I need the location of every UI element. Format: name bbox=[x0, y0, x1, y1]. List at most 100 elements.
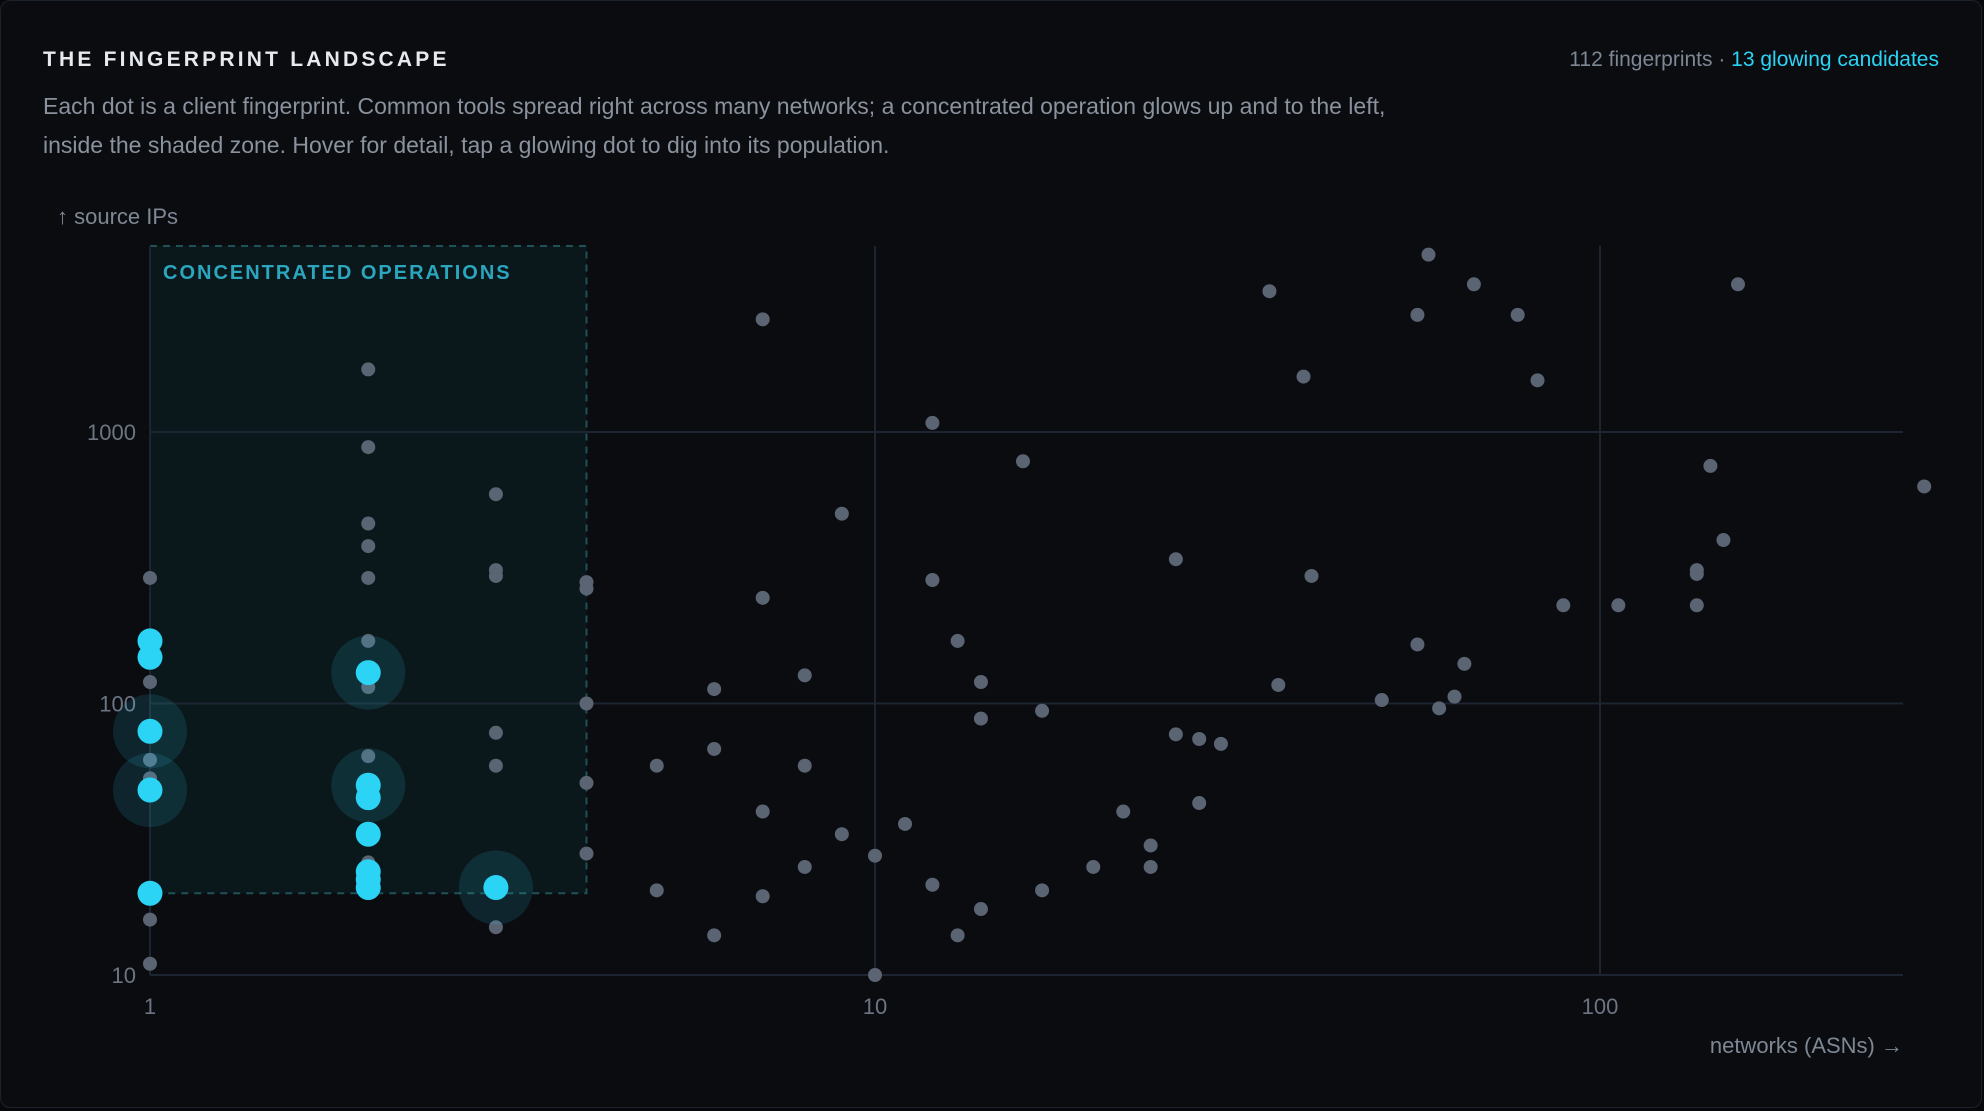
fingerprint-dot bbox=[1410, 637, 1425, 652]
fingerprint-dot bbox=[797, 758, 812, 773]
fingerprint-dot bbox=[649, 758, 664, 773]
fingerprint-dot bbox=[1730, 277, 1745, 292]
fingerprint-dot bbox=[1086, 859, 1101, 874]
chart-counts: 112 fingerprints · 13 glowing candidates bbox=[1569, 48, 1939, 72]
glowing-candidate-dot bbox=[355, 660, 381, 686]
grid-layer bbox=[149, 246, 1903, 976]
fingerprint-dot bbox=[1374, 693, 1389, 708]
x-tick-label: 1 bbox=[144, 994, 156, 1019]
fingerprint-dot bbox=[1116, 804, 1131, 819]
glowing-candidate-dot bbox=[355, 821, 381, 847]
fingerprint-dot bbox=[361, 362, 376, 377]
y-tick-label: 10 bbox=[112, 963, 136, 988]
fingerprint-dot bbox=[1466, 277, 1481, 292]
fingerprint-dot bbox=[1457, 656, 1472, 671]
fingerprint-dot bbox=[143, 752, 157, 767]
zone-label: CONCENTRATED OPERATIONS bbox=[163, 262, 512, 284]
glowing-candidates-count: 13 glowing candidates bbox=[1731, 48, 1939, 71]
fingerprint-dot bbox=[1410, 307, 1425, 322]
fingerprint-dot bbox=[868, 968, 882, 982]
fingerprint-dot bbox=[1432, 701, 1447, 716]
fingerprint-dot bbox=[488, 568, 503, 583]
fingerprint-dot bbox=[973, 711, 988, 726]
fingerprint-dot bbox=[1192, 732, 1207, 747]
fingerprint-dot bbox=[488, 920, 503, 935]
fingerprint-dot bbox=[707, 741, 722, 756]
glowing-candidate-dot bbox=[355, 785, 381, 811]
fingerprint-dot bbox=[973, 675, 988, 690]
tick-layer: 1 10 100 10 100 1000 bbox=[87, 420, 1618, 1019]
fingerprint-dot bbox=[1530, 373, 1545, 388]
y-tick-label: 100 bbox=[99, 692, 136, 717]
glowing-candidate-dot bbox=[137, 644, 163, 670]
fingerprint-dot bbox=[1296, 369, 1311, 384]
fingerprint-dot bbox=[1192, 796, 1207, 811]
fingerprint-dot bbox=[898, 816, 913, 831]
fingerprint-dot bbox=[797, 668, 812, 683]
glow-layer bbox=[137, 628, 509, 906]
x-tick-label: 100 bbox=[1582, 994, 1619, 1019]
fingerprint-dot bbox=[925, 877, 940, 892]
glowing-candidate-dot bbox=[137, 718, 163, 744]
fingerprint-dot bbox=[579, 696, 594, 711]
fingerprint-dot bbox=[755, 804, 770, 819]
fingerprint-dot bbox=[707, 928, 722, 943]
fingerprint-dot bbox=[925, 573, 940, 588]
fingerprint-dot bbox=[1168, 552, 1183, 567]
fingerprint-dot bbox=[1689, 566, 1704, 581]
glowing-candidate-dot bbox=[137, 880, 163, 906]
y-tick-label: 1000 bbox=[87, 420, 136, 445]
fingerprint-dot bbox=[361, 539, 376, 554]
fingerprint-dot bbox=[1689, 598, 1704, 613]
fingerprint-dot bbox=[143, 570, 157, 585]
count-separator: · bbox=[1712, 48, 1732, 71]
fingerprint-dot bbox=[361, 516, 376, 531]
fingerprint-dot bbox=[1035, 883, 1050, 898]
x-axis-label: networks (ASNs) → bbox=[1710, 1033, 1903, 1058]
fingerprint-dot bbox=[1035, 703, 1050, 718]
fingerprint-dot bbox=[579, 775, 594, 790]
fingerprint-dot bbox=[143, 956, 157, 971]
fingerprint-dot bbox=[1421, 247, 1436, 262]
glowing-candidate-dot bbox=[483, 875, 509, 901]
fingerprint-dot bbox=[755, 889, 770, 904]
fingerprint-dot bbox=[925, 415, 940, 430]
fingerprint-dot bbox=[950, 928, 965, 943]
fingerprint-dot bbox=[1143, 838, 1158, 853]
fingerprint-dot bbox=[755, 590, 770, 605]
fingerprint-dot bbox=[1510, 307, 1525, 322]
fingerprint-count: 112 fingerprints bbox=[1569, 48, 1713, 71]
fingerprint-dot bbox=[1262, 284, 1277, 299]
fingerprint-dot bbox=[361, 633, 376, 648]
fingerprint-dot bbox=[488, 725, 503, 740]
fingerprint-dot bbox=[361, 570, 376, 585]
fingerprint-dot bbox=[1716, 533, 1731, 548]
glowing-candidate-dot bbox=[355, 875, 381, 901]
fingerprint-dot bbox=[488, 758, 503, 773]
fingerprint-dot bbox=[1271, 677, 1286, 692]
fingerprint-dot bbox=[143, 675, 157, 690]
chart-description: Each dot is a client fingerprint. Common… bbox=[43, 93, 1386, 158]
fingerprint-dot bbox=[1917, 479, 1932, 494]
chart-title: THE FINGERPRINT LANDSCAPE bbox=[43, 48, 450, 71]
fingerprint-dot bbox=[797, 859, 812, 874]
fingerprint-dot bbox=[755, 312, 770, 327]
fingerprint-dot bbox=[1015, 454, 1030, 469]
fingerprint-dot bbox=[1611, 598, 1626, 613]
fingerprint-dot bbox=[579, 846, 594, 861]
fingerprint-dot bbox=[1447, 689, 1462, 704]
fingerprint-dot bbox=[488, 487, 503, 502]
fingerprint-dot bbox=[579, 581, 594, 596]
fingerprint-dot bbox=[1143, 859, 1158, 874]
fingerprint-dot bbox=[361, 440, 376, 455]
fingerprint-dot bbox=[361, 749, 376, 764]
x-tick-label: 10 bbox=[863, 994, 887, 1019]
fingerprint-dot bbox=[868, 848, 882, 863]
fingerprint-dot bbox=[973, 902, 988, 917]
fingerprint-dot bbox=[707, 682, 722, 697]
fingerprint-dot bbox=[1304, 568, 1319, 583]
fingerprint-dot bbox=[143, 912, 157, 927]
fingerprint-dot bbox=[1556, 598, 1571, 613]
